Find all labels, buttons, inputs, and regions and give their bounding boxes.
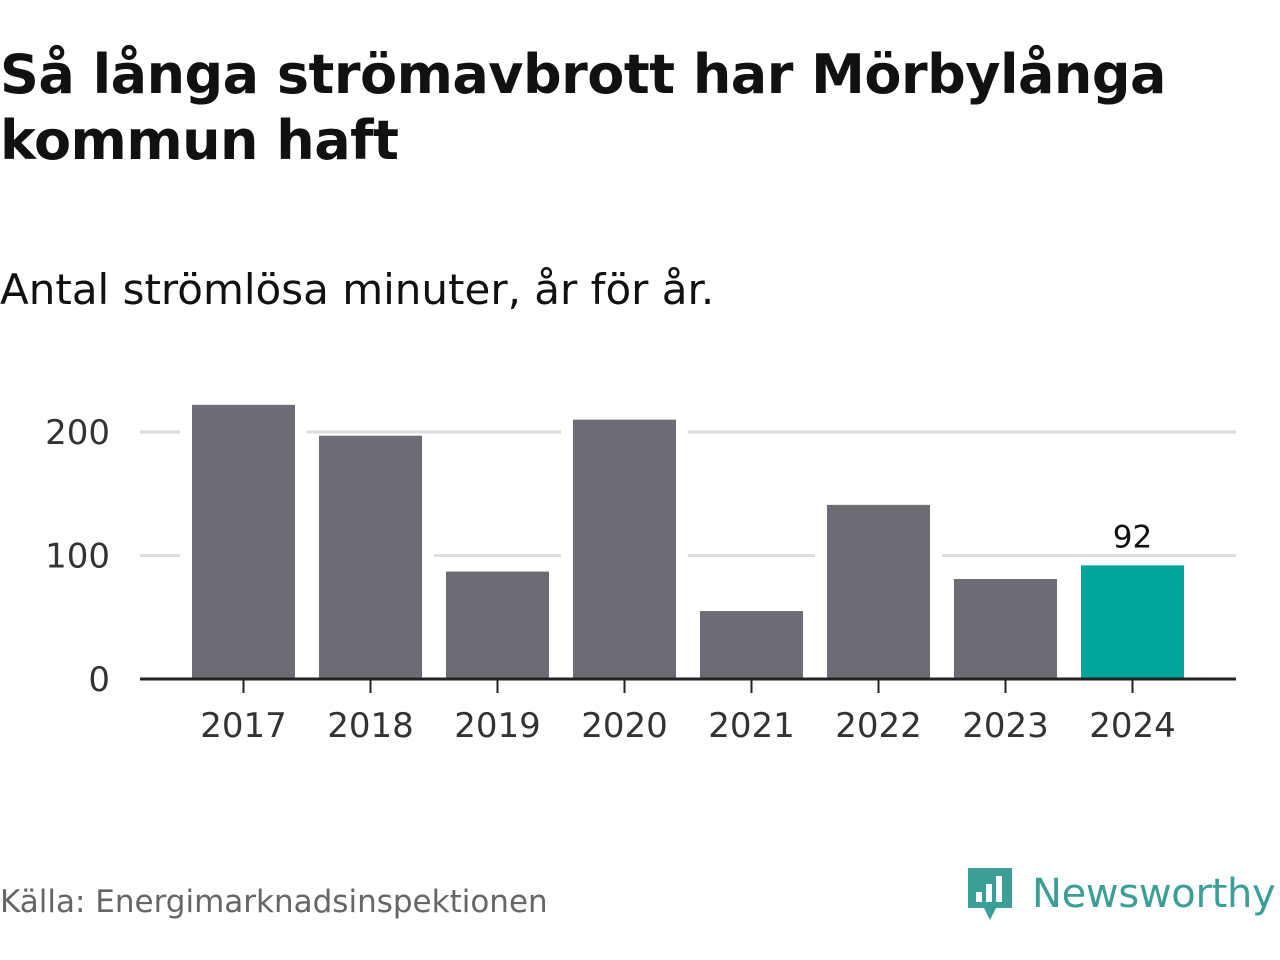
x-tick-label: 2020 (581, 706, 668, 746)
bar (954, 578, 1057, 679)
x-tick-label: 2023 (962, 706, 1049, 746)
bar-chart: 0 100 200 2017 2018 2019 2020 2021 2022 2023 2024 9… (45, 404, 1236, 746)
data-label: 92 (1113, 519, 1152, 555)
bar (319, 435, 422, 679)
x-tick-label: 2017 (200, 706, 287, 746)
y-tick-label: 100 (45, 537, 110, 577)
bar (1081, 565, 1184, 679)
bar (446, 571, 549, 679)
x-tick-label: 2024 (1089, 706, 1176, 746)
y-tick-label: 0 (88, 660, 110, 700)
x-tick-label: 2018 (327, 706, 414, 746)
bar (700, 611, 803, 679)
source-note: Källa: Energimarknadsinspektionen (0, 884, 548, 920)
x-tick-label: 2019 (454, 706, 541, 746)
y-tick-label: 200 (45, 413, 110, 453)
bar (573, 419, 676, 679)
brand-logo: Newsworthy (964, 864, 1276, 924)
bar (192, 404, 295, 679)
brand-name: Newsworthy (1032, 871, 1276, 917)
bar-chart-speech-bubble-icon (968, 868, 1012, 920)
chart-subtitle: Antal strömlösa minuter, år för år. (0, 265, 715, 314)
x-tick-label: 2021 (708, 706, 795, 746)
x-tick-label: 2022 (835, 706, 922, 746)
bar (827, 504, 930, 679)
chart-title: Så långa strömavbrott har Mörbylånga kom… (0, 43, 1166, 172)
